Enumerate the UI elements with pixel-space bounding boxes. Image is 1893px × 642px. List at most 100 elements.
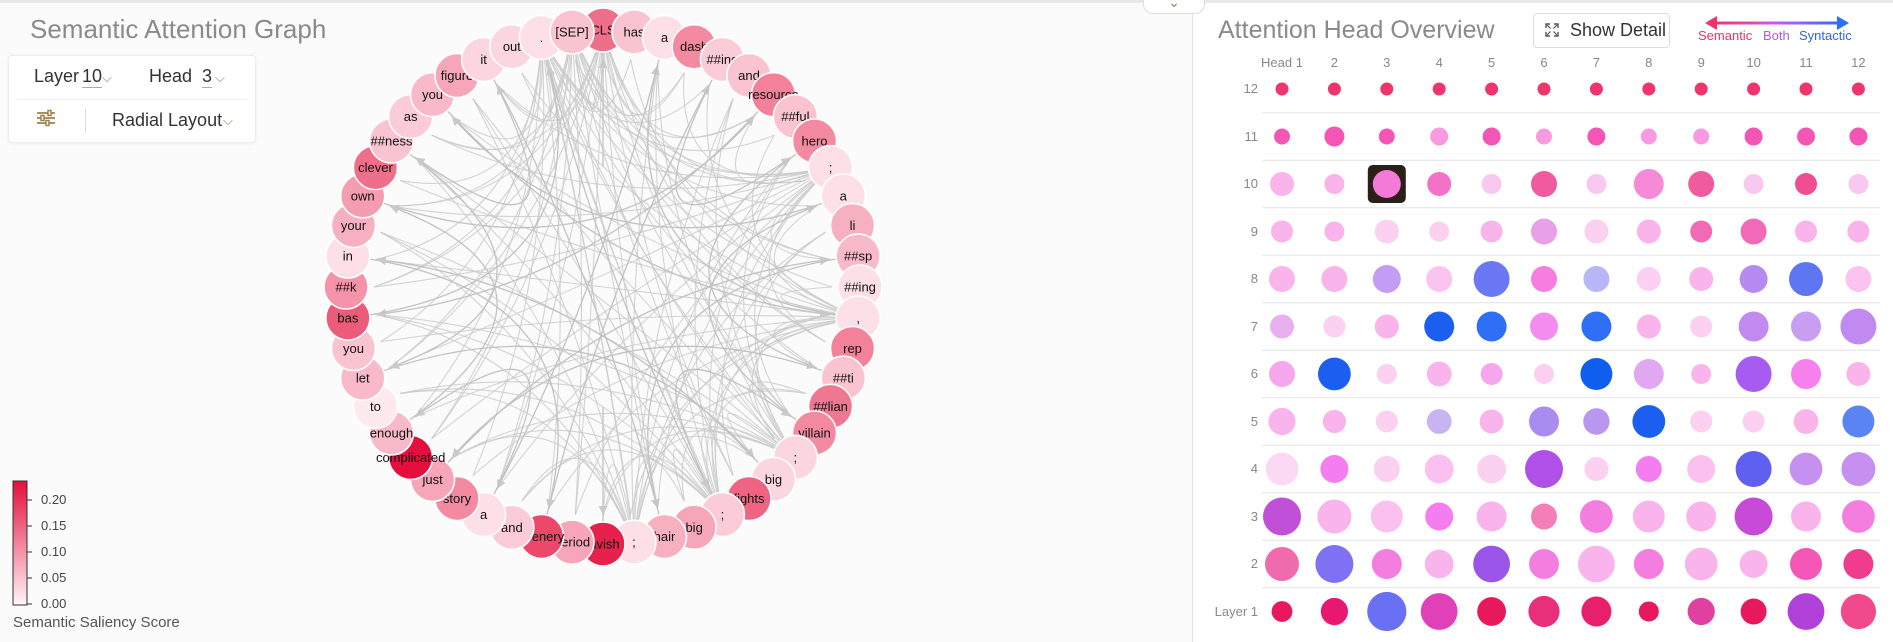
- head-cell[interactable]: [1530, 312, 1558, 341]
- head-cell[interactable]: [1270, 172, 1294, 196]
- head-cell[interactable]: [1739, 550, 1768, 578]
- head-cell[interactable]: [1269, 361, 1295, 387]
- head-cell[interactable]: [1632, 500, 1665, 533]
- head-cell[interactable]: [1791, 501, 1821, 532]
- head-cell[interactable]: [1269, 266, 1295, 292]
- head-cell[interactable]: [1426, 409, 1452, 434]
- head-cell[interactable]: [1426, 361, 1452, 387]
- head-cell[interactable]: [1432, 82, 1446, 96]
- head-cell[interactable]: [1375, 410, 1398, 433]
- head-cell[interactable]: [1797, 127, 1815, 146]
- head-cell[interactable]: [1840, 593, 1876, 630]
- head-cell[interactable]: [1734, 497, 1773, 536]
- head-cell[interactable]: [1632, 405, 1666, 438]
- head-cell[interactable]: [1735, 451, 1772, 487]
- head-cell[interactable]: [1534, 364, 1554, 384]
- head-cell[interactable]: [1747, 82, 1761, 96]
- head-cell[interactable]: [1424, 454, 1454, 484]
- head-cell[interactable]: [1583, 408, 1610, 435]
- head-cell[interactable]: [1374, 314, 1399, 339]
- head-cell[interactable]: [1271, 220, 1293, 243]
- head-cell[interactable]: [1376, 364, 1397, 384]
- head-cell[interactable]: [1636, 219, 1661, 244]
- layout-select[interactable]: Radial Layout: [112, 110, 223, 130]
- head-cell[interactable]: [1274, 128, 1290, 145]
- head-cell[interactable]: [1372, 170, 1401, 198]
- head-cell[interactable]: [1367, 591, 1407, 632]
- head-cell[interactable]: [1790, 548, 1822, 580]
- head-cell[interactable]: [1476, 501, 1507, 532]
- head-cell[interactable]: [1687, 455, 1716, 483]
- head-cell[interactable]: [1430, 127, 1449, 146]
- head-cell[interactable]: [1587, 127, 1606, 146]
- head-cell[interactable]: [1636, 314, 1661, 339]
- head-cell[interactable]: [1271, 601, 1293, 622]
- head-cell[interactable]: [1690, 220, 1713, 243]
- head-cell[interactable]: [1317, 499, 1352, 534]
- head-cell[interactable]: [1740, 218, 1767, 245]
- head-cell[interactable]: [1320, 455, 1349, 483]
- head-cell[interactable]: [1265, 547, 1299, 581]
- head-cell[interactable]: [1580, 500, 1613, 533]
- head-cell[interactable]: [1473, 261, 1510, 297]
- head-cell[interactable]: [1372, 265, 1401, 293]
- head-cell[interactable]: [1327, 82, 1341, 96]
- head-cell[interactable]: [1531, 171, 1557, 197]
- head-cell[interactable]: [1322, 409, 1346, 434]
- head-cell[interactable]: [1531, 503, 1557, 530]
- head-cell[interactable]: [1640, 128, 1657, 145]
- head-cell[interactable]: [1845, 266, 1872, 292]
- head-cell[interactable]: [1578, 545, 1615, 583]
- layer-select[interactable]: 10: [82, 66, 103, 88]
- head-cell[interactable]: [1477, 597, 1506, 626]
- head-cell[interactable]: [1584, 219, 1609, 244]
- head-cell[interactable]: [1642, 82, 1656, 96]
- head-cell[interactable]: [1841, 452, 1876, 486]
- head-cell[interactable]: [1795, 173, 1817, 195]
- head-cell[interactable]: [1633, 169, 1664, 199]
- head-cell[interactable]: [1373, 456, 1400, 482]
- chevron-down-icon[interactable]: ⌵: [102, 70, 112, 85]
- head-cell[interactable]: [1689, 267, 1714, 291]
- head-cell[interactable]: [1378, 128, 1395, 145]
- head-cell[interactable]: [1586, 174, 1607, 194]
- head-cell[interactable]: [1789, 262, 1823, 296]
- head-cell[interactable]: [1323, 315, 1346, 338]
- head-cell[interactable]: [1842, 405, 1875, 438]
- head-cell[interactable]: [1315, 545, 1354, 583]
- head-cell[interactable]: [1744, 127, 1763, 146]
- head-cell[interactable]: [1635, 456, 1662, 482]
- token-node[interactable]: [SEP]: [549, 9, 595, 55]
- head-cell[interactable]: [1425, 502, 1454, 531]
- sliders-icon[interactable]: [36, 109, 56, 127]
- head-cell[interactable]: [1420, 593, 1458, 630]
- head-cell[interactable]: [1485, 82, 1499, 96]
- head-cell[interactable]: [1427, 172, 1452, 196]
- head-cell[interactable]: [1849, 127, 1868, 146]
- head-cell[interactable]: [1583, 266, 1610, 292]
- head-cell[interactable]: [1636, 267, 1661, 291]
- head-cell[interactable]: [1584, 457, 1609, 481]
- head-cell[interactable]: [1589, 82, 1603, 96]
- head-cell[interactable]: [1318, 357, 1351, 391]
- head-cell[interactable]: [1531, 266, 1557, 292]
- head-cell[interactable]: [1479, 409, 1504, 434]
- head-cell[interactable]: [1848, 174, 1869, 194]
- head-cell[interactable]: [1799, 82, 1813, 96]
- head-cell[interactable]: [1686, 501, 1717, 532]
- head-cell[interactable]: [1743, 174, 1764, 194]
- head-cell[interactable]: [1789, 452, 1823, 486]
- head-cell[interactable]: [1429, 221, 1450, 242]
- head-cell[interactable]: [1633, 549, 1664, 579]
- head-cell[interactable]: [1426, 266, 1453, 292]
- head-cell[interactable]: [1791, 311, 1821, 342]
- head-cell[interactable]: [1581, 596, 1612, 627]
- head-cell[interactable]: [1380, 82, 1394, 96]
- head-cell[interactable]: [1691, 364, 1712, 384]
- head-cell[interactable]: [1684, 547, 1718, 581]
- head-cell[interactable]: [1477, 454, 1506, 484]
- head-cell[interactable]: [1371, 549, 1402, 579]
- head-cell[interactable]: [1424, 311, 1455, 342]
- head-cell[interactable]: [1270, 314, 1294, 339]
- head-cell[interactable]: [1690, 315, 1713, 338]
